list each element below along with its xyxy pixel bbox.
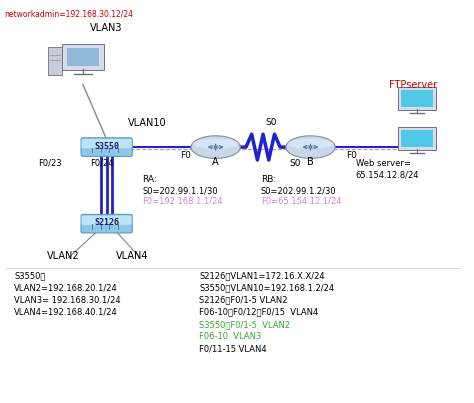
FancyBboxPatch shape	[401, 90, 433, 107]
FancyBboxPatch shape	[81, 214, 132, 233]
FancyBboxPatch shape	[398, 87, 436, 110]
Text: S3550: S3550	[94, 142, 119, 151]
FancyBboxPatch shape	[401, 130, 433, 147]
FancyBboxPatch shape	[398, 127, 436, 150]
Text: F06-10、F0/12、F0/15  VLAN4: F06-10、F0/12、F0/15 VLAN4	[199, 308, 319, 317]
Text: S3550：F0/1-5  VLAN2: S3550：F0/1-5 VLAN2	[199, 320, 290, 329]
Ellipse shape	[288, 139, 333, 149]
Text: F0=65.154.12.1/24: F0=65.154.12.1/24	[261, 197, 341, 206]
FancyBboxPatch shape	[81, 138, 132, 156]
FancyBboxPatch shape	[67, 48, 99, 66]
Text: F0/11-15 VLAN4: F0/11-15 VLAN4	[199, 344, 267, 353]
Text: RB:: RB:	[261, 175, 276, 184]
Text: VLAN3: VLAN3	[90, 23, 123, 33]
Text: VLAN10: VLAN10	[128, 118, 166, 128]
Text: B: B	[307, 157, 314, 167]
Text: F06-10  VLAN3: F06-10 VLAN3	[199, 332, 262, 341]
Text: F0=192.168.1.1/24: F0=192.168.1.1/24	[142, 197, 223, 206]
Text: S0: S0	[289, 159, 301, 168]
Ellipse shape	[191, 136, 240, 158]
Text: S0: S0	[265, 118, 277, 127]
Text: S3550：: S3550：	[14, 272, 46, 280]
Text: networkadmin=192.168.30.12/24: networkadmin=192.168.30.12/24	[5, 10, 134, 19]
Text: VLAN2=192.168.20.1/24: VLAN2=192.168.20.1/24	[14, 284, 118, 293]
Text: RA:: RA:	[142, 175, 157, 184]
Text: Web server=: Web server=	[356, 159, 410, 168]
Ellipse shape	[193, 139, 238, 149]
Text: F0: F0	[180, 151, 191, 160]
Text: S2126：VLAN1=172.16.X.X/24: S2126：VLAN1=172.16.X.X/24	[199, 272, 325, 280]
FancyBboxPatch shape	[62, 44, 104, 70]
Text: VLAN4=192.168.40.1/24: VLAN4=192.168.40.1/24	[14, 308, 118, 317]
FancyBboxPatch shape	[82, 139, 132, 148]
Text: FTPserver: FTPserver	[389, 80, 437, 89]
FancyBboxPatch shape	[82, 216, 132, 225]
Ellipse shape	[286, 136, 335, 158]
Text: 65.154.12.8/24: 65.154.12.8/24	[356, 171, 419, 180]
Text: S0=202.99.1.2/30: S0=202.99.1.2/30	[261, 187, 337, 196]
Text: S2126：F0/1-5 VLAN2: S2126：F0/1-5 VLAN2	[199, 296, 288, 305]
Text: S0=202.99.1.1/30: S0=202.99.1.1/30	[142, 187, 218, 196]
Text: F0/23: F0/23	[38, 159, 62, 168]
Text: F0: F0	[346, 151, 357, 160]
Text: VLAN4: VLAN4	[116, 251, 149, 261]
Text: F0/24: F0/24	[90, 159, 114, 168]
Text: S2126: S2126	[94, 218, 119, 227]
Text: S3550：VLAN10=192.168.1.2/24: S3550：VLAN10=192.168.1.2/24	[199, 284, 334, 293]
Text: VLAN2: VLAN2	[47, 251, 80, 261]
FancyBboxPatch shape	[48, 47, 62, 75]
Text: VLAN3= 192.168.30.1/24: VLAN3= 192.168.30.1/24	[14, 296, 121, 305]
Text: A: A	[212, 157, 219, 167]
